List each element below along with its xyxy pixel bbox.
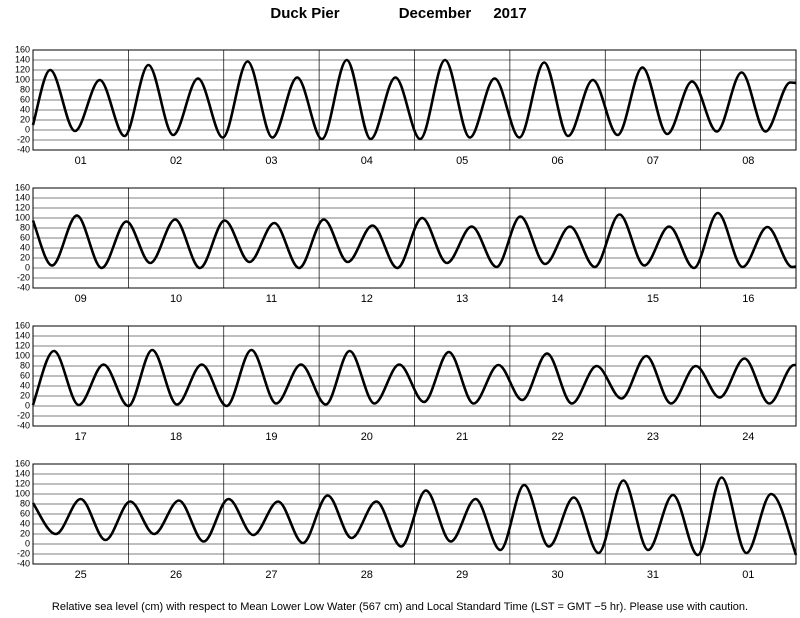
day-label: 20 — [361, 431, 373, 443]
y-tick-label: 60 — [20, 232, 30, 242]
day-label: 05 — [456, 155, 468, 167]
day-label: 17 — [75, 431, 87, 443]
y-tick-label: -40 — [17, 144, 30, 154]
day-label: 15 — [647, 293, 659, 305]
y-tick-label: 40 — [20, 104, 30, 114]
y-tick-label: 120 — [15, 64, 30, 74]
day-label: 18 — [170, 431, 182, 443]
day-label: 31 — [647, 569, 659, 581]
plot-frame — [32, 463, 797, 565]
day-label: 13 — [456, 293, 468, 305]
day-label: 19 — [265, 431, 277, 443]
y-tick-label: -40 — [17, 282, 30, 292]
day-label: 10 — [170, 293, 182, 305]
y-tick-label: 0 — [25, 400, 30, 410]
month-title: December — [399, 5, 472, 22]
day-label: 02 — [170, 155, 182, 167]
y-tick-label: 0 — [25, 538, 30, 548]
year-title: 2017 — [493, 5, 526, 22]
y-tick-label: 140 — [15, 468, 30, 478]
y-tick-label: 80 — [20, 360, 30, 370]
day-label: 24 — [742, 431, 754, 443]
day-label: 16 — [742, 293, 754, 305]
day-label: 29 — [456, 569, 468, 581]
y-tick-label: 40 — [20, 380, 30, 390]
day-label: 27 — [265, 569, 277, 581]
y-tick-label: 80 — [20, 498, 30, 508]
y-tick-label: 80 — [20, 222, 30, 232]
y-tick-label: -20 — [17, 410, 30, 420]
y-tick-label: 60 — [20, 94, 30, 104]
y-tick-label: 20 — [20, 528, 30, 538]
y-tick-label: 0 — [25, 262, 30, 272]
y-tick-label: 140 — [15, 54, 30, 64]
y-tick-label: -20 — [17, 134, 30, 144]
day-label: 06 — [551, 155, 563, 167]
y-tick-label: 160 — [15, 44, 30, 54]
day-label: 25 — [75, 569, 87, 581]
y-tick-label: 40 — [20, 518, 30, 528]
y-tick-label: 20 — [20, 114, 30, 124]
tide-curve — [31, 348, 796, 408]
tide-curve — [31, 476, 798, 557]
y-tick-label: 100 — [15, 488, 30, 498]
y-tick-label: 20 — [20, 390, 30, 400]
day-label: 07 — [647, 155, 659, 167]
plot-frame — [32, 325, 797, 427]
day-label: 26 — [170, 569, 182, 581]
day-label: 09 — [75, 293, 87, 305]
y-tick-label: 120 — [15, 478, 30, 488]
tide-curve — [31, 58, 797, 141]
day-label: 30 — [551, 569, 563, 581]
y-tick-label: -20 — [17, 272, 30, 282]
y-tick-label: -40 — [17, 558, 30, 568]
day-label: 28 — [361, 569, 373, 581]
footer-note: Relative sea level (cm) with respect to … — [52, 601, 748, 613]
y-tick-label: 120 — [15, 340, 30, 350]
y-tick-label: 160 — [15, 458, 30, 468]
y-tick-label: -40 — [17, 420, 30, 430]
day-label: 14 — [551, 293, 563, 305]
day-label: 01 — [742, 569, 754, 581]
y-tick-label: 60 — [20, 508, 30, 518]
day-label: 11 — [266, 293, 277, 305]
day-label: 21 — [456, 431, 468, 443]
day-label: 23 — [647, 431, 659, 443]
y-tick-label: 140 — [15, 330, 30, 340]
y-tick-label: 60 — [20, 370, 30, 380]
day-label: 08 — [742, 155, 754, 167]
y-tick-label: 0 — [25, 124, 30, 134]
station-title: Duck Pier — [270, 5, 339, 22]
y-tick-label: 100 — [15, 350, 30, 360]
plot-frame — [32, 49, 797, 151]
day-label: 04 — [361, 155, 373, 167]
y-tick-label: 120 — [15, 202, 30, 212]
y-tick-label: 140 — [15, 192, 30, 202]
day-label: 03 — [265, 155, 277, 167]
plot-frame — [32, 187, 797, 289]
day-label: 12 — [361, 293, 373, 305]
y-tick-label: 100 — [15, 74, 30, 84]
y-tick-label: 160 — [15, 182, 30, 192]
day-label: 22 — [551, 431, 563, 443]
y-tick-label: 160 — [15, 320, 30, 330]
y-tick-label: 100 — [15, 212, 30, 222]
y-tick-label: 40 — [20, 242, 30, 252]
y-tick-label: 20 — [20, 252, 30, 262]
day-label: 01 — [75, 155, 87, 167]
y-tick-label: 80 — [20, 84, 30, 94]
y-tick-label: -20 — [17, 548, 30, 558]
tide-curve — [31, 211, 797, 270]
